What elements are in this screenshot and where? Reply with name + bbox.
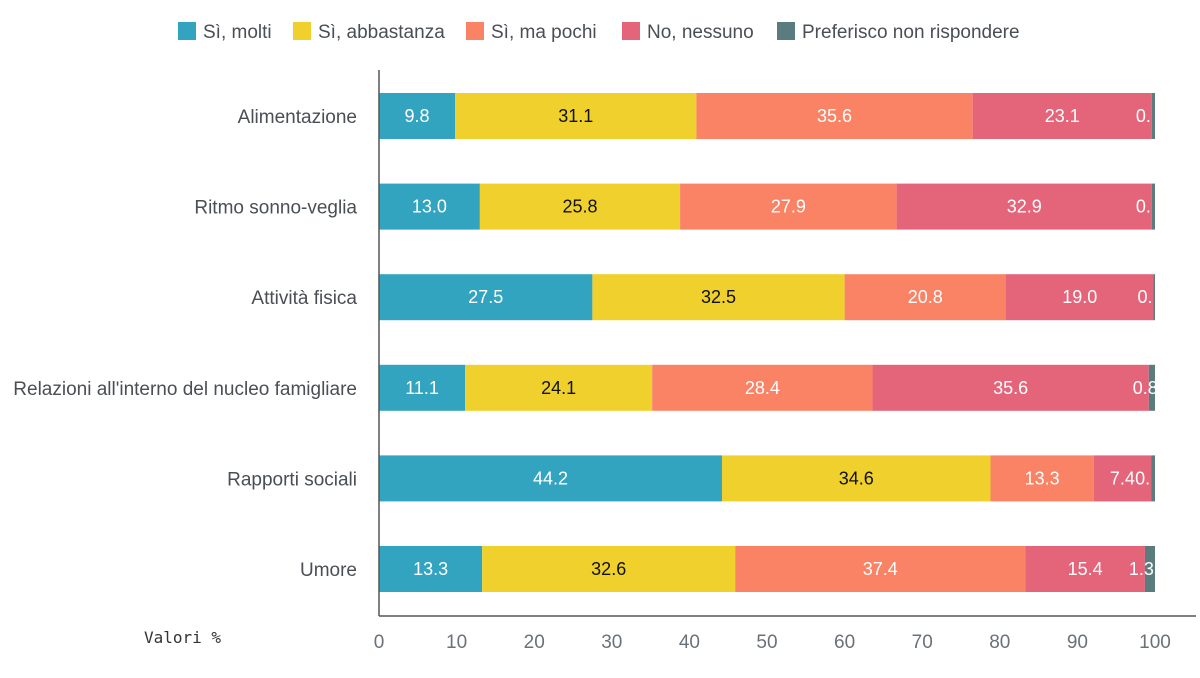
data-label: 1.3 (1129, 559, 1154, 579)
data-label: 15.4 (1068, 559, 1103, 579)
x-tick-label: 0 (374, 632, 385, 653)
bar-segment (465, 364, 653, 411)
legend-swatch (466, 22, 484, 40)
legend-label: Preferisco non rispondere (802, 22, 1020, 43)
category-label: Umore (300, 560, 357, 581)
x-tick-labels: 0 10 20 30 40 50 60 70 80 90 100 (374, 632, 1171, 653)
legend: Sì, molti Sì, abbastanza Sì, ma pochi No, n… (178, 22, 1020, 43)
data-label: 13.3 (413, 559, 448, 579)
data-label: 19.0 (1062, 287, 1097, 307)
bar-segment (1006, 274, 1154, 321)
data-label: 31.1 (558, 106, 593, 126)
x-tick-label: 80 (989, 632, 1010, 653)
bar-segment (379, 455, 722, 502)
bar-segment (479, 183, 681, 230)
category-label: Attività fisica (251, 288, 357, 309)
category-label: Relazioni all'interno del nucleo famigli… (13, 379, 357, 400)
data-label: 32.6 (591, 559, 626, 579)
data-label: 20.8 (908, 287, 943, 307)
legend-swatch (622, 22, 640, 40)
data-label: 44.2 (533, 468, 568, 488)
data-label: 32.9 (1007, 197, 1042, 217)
bar-segment (1025, 546, 1145, 592)
legend-label: Sì, ma pochi (491, 22, 597, 43)
axes (378, 70, 1196, 617)
data-label: 0. (1135, 468, 1150, 488)
data-label: 27.5 (468, 287, 503, 307)
data-label: 25.8 (562, 197, 597, 217)
bar-segment (379, 546, 483, 592)
bar-segment (592, 274, 845, 321)
category-label: Ritmo sonno-veglia (194, 198, 357, 219)
data-label: 23.1 (1045, 106, 1080, 126)
legend-swatch (293, 22, 311, 40)
data-label: 7.4 (1110, 468, 1135, 488)
bar-segment (1151, 93, 1155, 139)
bar-segment (1093, 455, 1152, 502)
bar-segment (735, 546, 1026, 592)
bar-segment (379, 364, 466, 411)
data-label: 28.4 (745, 378, 780, 398)
legend-label: Sì, abbastanza (318, 22, 445, 43)
x-axis-unit-label: Valori % (144, 628, 221, 647)
x-tick-label: 60 (834, 632, 855, 653)
data-label: 37.4 (863, 559, 898, 579)
bar-segment (696, 93, 973, 139)
bar-segment (1144, 546, 1155, 592)
bar-segment (872, 364, 1149, 411)
category-label: Rapporti sociali (227, 469, 357, 490)
bar-segment (455, 93, 697, 139)
data-label: 11.1 (405, 378, 439, 398)
data-label: 13.0 (412, 197, 447, 217)
x-tick-label: 70 (912, 632, 933, 653)
bar-segment (1151, 183, 1155, 230)
data-label: 0.8 (1133, 378, 1158, 398)
bar-segment (896, 183, 1152, 230)
x-tick-label: 10 (446, 632, 467, 653)
data-label: 32.5 (701, 287, 736, 307)
x-tick-label: 50 (756, 632, 777, 653)
bar-segment (379, 274, 593, 321)
bar-segment (379, 183, 480, 230)
x-tick-label: 30 (601, 632, 622, 653)
legend-swatch (777, 22, 795, 40)
data-label: 9.8 (405, 106, 430, 126)
bar-segment (652, 364, 873, 411)
bar-segment (680, 183, 897, 230)
data-label: 0. (1136, 106, 1151, 126)
data-label: 35.6 (817, 106, 852, 126)
bar-segment (482, 546, 736, 592)
x-tick-label: 90 (1067, 632, 1088, 653)
x-tick-label: 40 (679, 632, 700, 653)
x-tick-label: 20 (524, 632, 545, 653)
bar-segment (844, 274, 1007, 321)
legend-swatch (178, 22, 196, 40)
x-tick-label: 100 (1139, 632, 1171, 653)
bar-segment (1151, 455, 1155, 502)
bar-segment (379, 93, 456, 139)
bar-segment (1153, 274, 1155, 321)
bar-segment (990, 455, 1094, 502)
data-label: 34.6 (839, 468, 874, 488)
data-label: 0. (1137, 287, 1152, 307)
bar-segment (972, 93, 1152, 139)
bars: 9.8 31.1 35.6 23.1 0. 13.0 25.8 27.9 32.9 0. 27.5 3… (379, 93, 1158, 592)
data-label: 27.9 (771, 197, 806, 217)
bar-segment (1148, 364, 1155, 411)
legend-label: No, nessuno (647, 22, 754, 43)
data-label: 24.1 (541, 378, 576, 398)
data-label: 35.6 (993, 378, 1028, 398)
data-label: 0. (1136, 197, 1151, 217)
data-label: 13.3 (1025, 468, 1060, 488)
bar-segment (721, 455, 991, 502)
category-labels: Alimentazione Ritmo sonno-veglia Attività … (13, 107, 357, 581)
category-label: Alimentazione (238, 107, 357, 128)
legend-label: Sì, molti (203, 22, 272, 43)
